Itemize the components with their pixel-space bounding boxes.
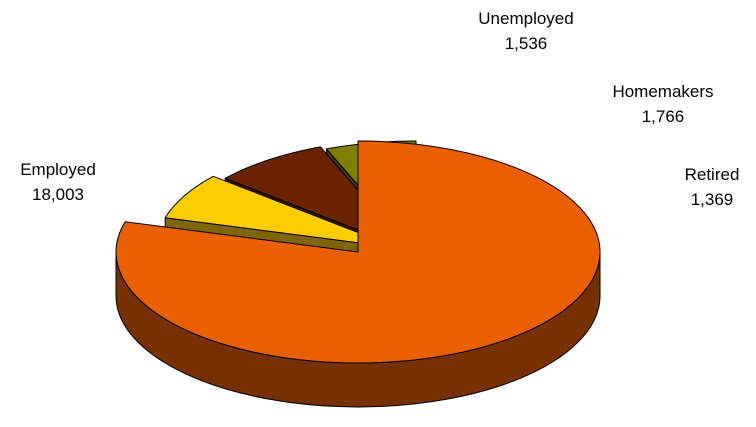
pie-label-employed-category: Employed [20,160,96,179]
pie-slice-employed[interactable] [115,140,601,364]
pie-label-homemakers-value: 1,766 [642,107,685,126]
pie-label-retired: Retired 1,369 [685,165,740,209]
pie-label-homemakers-category: Homemakers [612,82,713,101]
pie-label-retired-value: 1,369 [691,190,734,209]
pie-label-unemployed-value: 1,536 [505,34,548,53]
pie-labels: Employed 18,003 Unemployed 1,536 Homemakers 1… [20,9,739,209]
pie-slice-unemployed[interactable] [164,175,399,249]
pie-label-homemakers: Homemakers 1,766 [612,82,713,126]
pie-label-employed-value: 18,003 [32,185,84,204]
pie-label-employed: Employed 18,003 [20,160,96,204]
pie-label-retired-category: Retired [685,165,740,184]
pie-top-faces [115,140,601,364]
pie-label-unemployed: Unemployed 1,536 [478,9,573,53]
pie-label-unemployed-category: Unemployed [478,9,573,28]
